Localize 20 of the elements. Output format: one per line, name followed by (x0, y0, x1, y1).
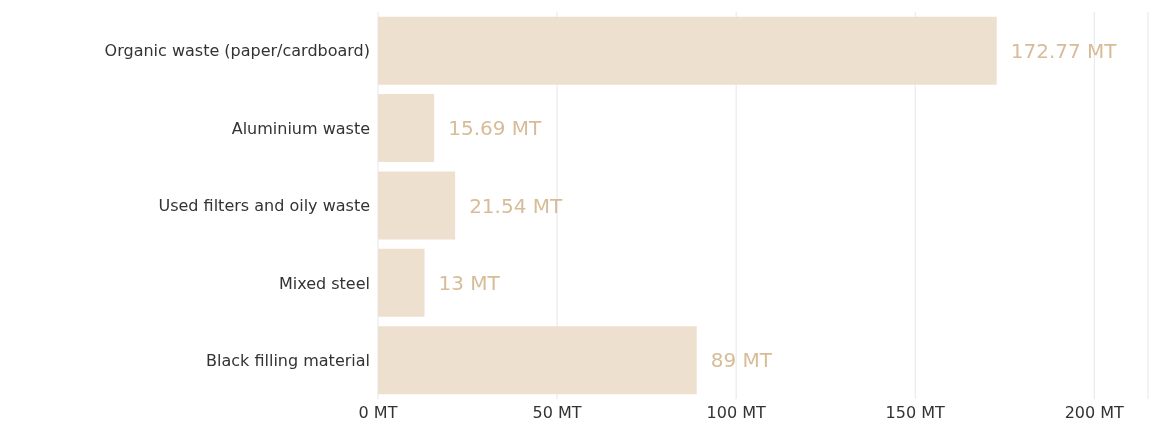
y-tick-label: Black filling material (206, 350, 370, 370)
x-tick-label: 100 MT (706, 403, 766, 423)
data-label: 13 MT (438, 270, 501, 295)
data-label: 15.69 MT (448, 116, 543, 141)
x-tick-label: 150 MT (885, 403, 946, 423)
bar (378, 326, 697, 395)
data-label: 89 MT (710, 348, 773, 373)
bar (378, 16, 997, 85)
x-tick-label: 200 MT (1064, 403, 1125, 423)
data-label: 21.54 MT (469, 193, 564, 218)
y-tick-label: Used filters and oily waste (158, 196, 370, 216)
x-tick-label: 50 MT (532, 403, 582, 423)
bar (378, 94, 435, 163)
bar (378, 171, 456, 240)
y-tick-label: Mixed steel (278, 273, 370, 293)
x-tick-label: 0 MT (358, 403, 398, 423)
y-tick-label: Organic waste (paper/cardboard) (104, 41, 370, 61)
y-tick-label: Aluminium waste (231, 118, 370, 138)
data-label: 172.77 MT (1010, 38, 1118, 63)
bar (378, 248, 425, 317)
